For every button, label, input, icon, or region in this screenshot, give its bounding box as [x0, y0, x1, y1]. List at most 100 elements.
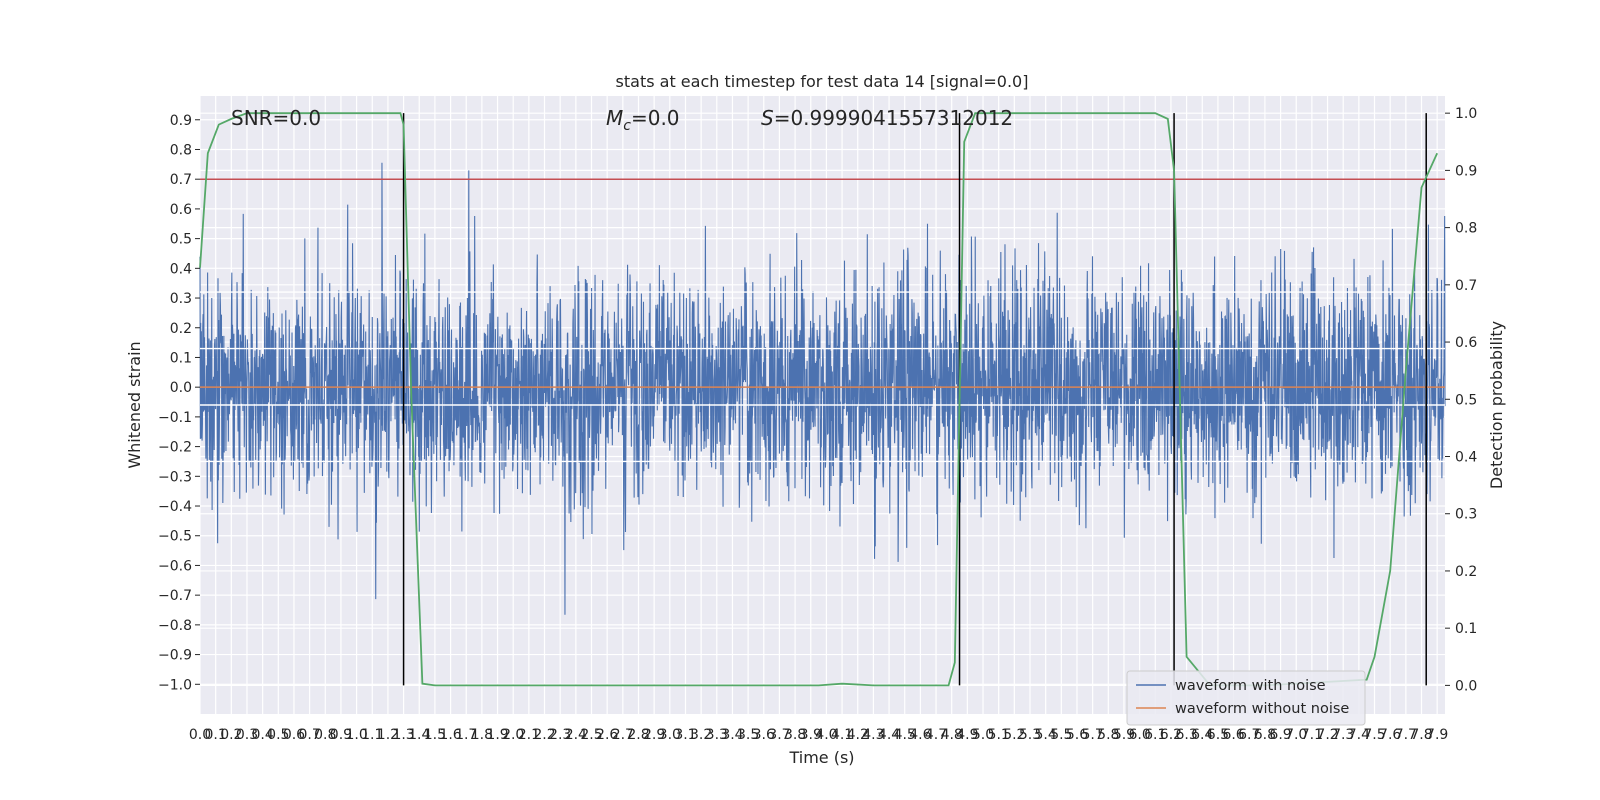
score-annotation: S=0.9999041557312012	[761, 106, 1013, 130]
x-tick-label: 6.9	[1269, 727, 1291, 743]
legend: waveform with noise waveform without noi…	[1126, 670, 1366, 726]
y-tick-label-left: −0.4	[158, 499, 192, 515]
x-tick-label: 2.1	[518, 727, 540, 743]
y-tick-label-left: 0.1	[170, 350, 192, 366]
x-tick-label: 7.8	[1410, 727, 1432, 743]
x-tick-label: 3.2	[690, 727, 712, 743]
y-tick-label-right: 0.9	[1455, 163, 1477, 179]
x-tick-label: 3.1	[674, 727, 696, 743]
x-tick-label: 1.9	[486, 727, 508, 743]
y-tick-label-left: 0.6	[170, 202, 192, 218]
x-tick-label: 6.2	[1160, 727, 1182, 743]
y-tick-label-left: 0.9	[170, 113, 192, 129]
y-tick-labels-right: 1.0 0.9 0.8 0.7 0.6 0.5 0.4 0.3 0.2 0.1 0.0	[1445, 106, 1477, 694]
y-tick-label-left: 0.4	[170, 261, 192, 277]
x-tick-label: 1.7	[455, 727, 477, 743]
x-tick-label: 6.1	[1144, 727, 1166, 743]
chart-title: stats at each timestep for test data 14 …	[616, 72, 1029, 91]
x-tick-label: 0.6	[283, 727, 305, 743]
score-value: =0.9999041557312012	[774, 106, 1013, 130]
x-tick-label: 6.7	[1238, 727, 1260, 743]
x-tick-label: 1.5	[424, 727, 446, 743]
y-tick-label-right: 0.5	[1455, 392, 1477, 408]
y-tick-label-right: 1.0	[1455, 106, 1477, 122]
y-tick-label-right: 0.2	[1455, 564, 1477, 580]
x-tick-label: 5.4	[1035, 727, 1057, 743]
chirp-mass-annotation: Mc=0.0	[606, 106, 680, 134]
x-tick-label: 2.0	[502, 727, 524, 743]
y-tick-label-right: 0.6	[1455, 335, 1477, 351]
x-tick-label: 3.0	[659, 727, 681, 743]
y-tick-label-left: −0.3	[158, 469, 192, 485]
x-tick-label: 3.6	[753, 727, 775, 743]
x-tick-label: 3.8	[784, 727, 806, 743]
x-tick-label: 3.3	[706, 727, 728, 743]
x-tick-label: 2.3	[549, 727, 571, 743]
legend-label-noise: waveform with noise	[1175, 678, 1326, 694]
y-tick-label-left: −0.5	[158, 529, 192, 545]
x-axis-label: Time (s)	[788, 748, 854, 767]
y-tick-label-right: 0.1	[1455, 621, 1477, 637]
x-tick-label: 1.3	[392, 727, 414, 743]
x-tick-label: 0.7	[298, 727, 320, 743]
x-tick-label: 0.9	[330, 727, 352, 743]
x-tick-label: 3.9	[800, 727, 822, 743]
x-tick-label: 3.7	[768, 727, 790, 743]
x-tick-label: 1.0	[345, 727, 367, 743]
x-tick-label: 1.8	[471, 727, 493, 743]
waveform-with-noise-series	[199, 162, 1446, 615]
x-tick-label: 6.4	[1191, 727, 1213, 743]
y-tick-label-left: −0.9	[158, 648, 192, 664]
x-tick-label: 6.0	[1128, 727, 1150, 743]
y-tick-label-left: 0.7	[170, 172, 192, 188]
x-tick-label: 4.1	[831, 727, 853, 743]
y-tick-label-left: −0.2	[158, 440, 192, 456]
x-tick-label: 7.9	[1426, 727, 1448, 743]
x-tick-label: 4.8	[941, 727, 963, 743]
x-tick-label: 2.9	[643, 727, 665, 743]
y-tick-label-left: 0.8	[170, 142, 192, 158]
y-tick-label-right: 0.0	[1455, 678, 1477, 694]
x-tick-label: 0.1	[205, 727, 227, 743]
x-tick-label: 7.0	[1285, 727, 1307, 743]
y-tick-label-right: 0.8	[1455, 221, 1477, 237]
x-tick-label: 3.5	[737, 727, 759, 743]
x-tick-label: 5.8	[1097, 727, 1119, 743]
x-tick-label: 4.6	[909, 727, 931, 743]
x-tick-label: 2.7	[612, 727, 634, 743]
y-tick-label-right: 0.3	[1455, 507, 1477, 523]
x-tick-label: 4.0	[815, 727, 837, 743]
x-tick-label: 4.9	[956, 727, 978, 743]
x-tick-label: 7.4	[1348, 727, 1370, 743]
x-tick-label: 1.6	[439, 727, 461, 743]
y-tick-label-left: 0.5	[170, 232, 192, 248]
score-symbol: S	[761, 106, 774, 130]
x-tick-label: 5.0	[972, 727, 994, 743]
x-tick-label: 0.0	[189, 727, 211, 743]
x-tick-label: 6.6	[1222, 727, 1244, 743]
x-tick-label: 7.6	[1379, 727, 1401, 743]
x-tick-label: 5.7	[1082, 727, 1104, 743]
y-tick-label-left: 0.2	[170, 321, 192, 337]
legend-box	[1126, 670, 1366, 726]
x-tick-label: 1.2	[377, 727, 399, 743]
x-tick-label: 5.1	[988, 727, 1010, 743]
x-tick-label: 5.6	[1066, 727, 1088, 743]
y-tick-label-right: 0.4	[1455, 450, 1477, 466]
x-tick-label: 7.2	[1316, 727, 1338, 743]
y-tick-label-left: 0.0	[170, 380, 192, 396]
x-tick-label: 1.1	[361, 727, 383, 743]
x-tick-label: 7.1	[1301, 727, 1323, 743]
x-tick-label: 2.2	[533, 727, 555, 743]
x-tick-label: 5.9	[1113, 727, 1135, 743]
x-tick-label: 5.5	[1050, 727, 1072, 743]
x-tick-label: 4.3	[862, 727, 884, 743]
noise-waveform-line	[199, 162, 1446, 615]
x-tick-label: 7.3	[1332, 727, 1354, 743]
y-tick-label-left: −1.0	[158, 677, 192, 693]
y-axis-label-left: Whitened strain	[125, 341, 144, 468]
x-tick-label: 7.7	[1395, 727, 1417, 743]
x-tick-label: 4.5	[894, 727, 916, 743]
y-tick-labels-left: 0.9 0.8 0.7 0.6 0.5 0.4 0.3 0.2 0.1 0.0 −0.1 −0.2 −0…	[158, 113, 200, 693]
x-tick-label: 1.4	[408, 727, 430, 743]
